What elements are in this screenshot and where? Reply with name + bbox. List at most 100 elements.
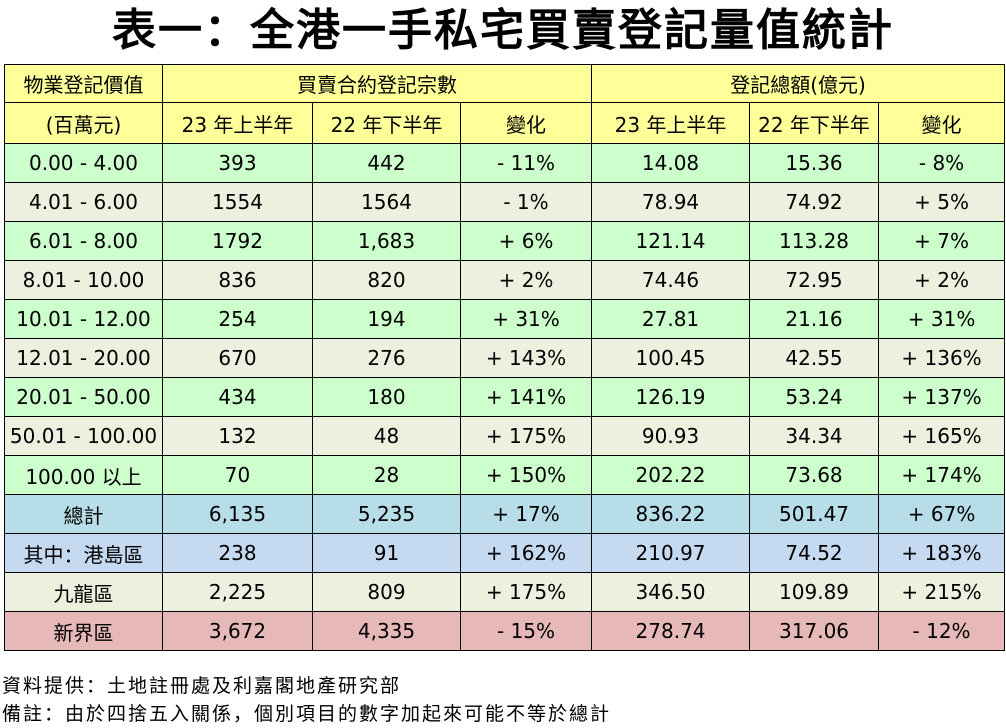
- table-row: 0.00 - 4.00 393 442 - 11% 14.08 15.36 - …: [5, 144, 1005, 183]
- hk-island-label: 其中：港島區: [5, 534, 163, 573]
- table-cell: 73.68: [750, 456, 879, 495]
- table-row: 20.01 - 50.00 434 180 + 141% 126.19 53.2…: [5, 378, 1005, 417]
- table-cell: + 5%: [879, 183, 1005, 222]
- table-cell: 90.93: [592, 417, 750, 456]
- new-territories-label: 新界區: [5, 612, 163, 651]
- table-cell: + 31%: [879, 300, 1005, 339]
- table-cell: 28: [313, 456, 461, 495]
- table-cell: - 12%: [879, 612, 1005, 651]
- total-label: 總計: [5, 495, 163, 534]
- table-cell: 70: [163, 456, 313, 495]
- table-cell: 442: [313, 144, 461, 183]
- table-cell: + 162%: [461, 534, 592, 573]
- table-cell: 1,683: [313, 222, 461, 261]
- col1-header-line2: (百萬元): [5, 103, 163, 144]
- table-cell: 126.19: [592, 378, 750, 417]
- table-cell: 809: [313, 573, 461, 612]
- table-cell: + 174%: [879, 456, 1005, 495]
- table-row: 4.01 - 6.00 1554 1564 - 1% 78.94 74.92 +…: [5, 183, 1005, 222]
- header-row-1: 物業登記價值 買賣合約登記宗數 登記總額(億元): [5, 65, 1005, 103]
- table-cell: 6,135: [163, 495, 313, 534]
- range-cell: 0.00 - 4.00: [5, 144, 163, 183]
- table-cell: 202.22: [592, 456, 750, 495]
- sub-header: 變化: [879, 103, 1005, 144]
- table-row: 10.01 - 12.00 254 194 + 31% 27.81 21.16 …: [5, 300, 1005, 339]
- table-row: 100.00 以上 70 28 + 150% 202.22 73.68 + 17…: [5, 456, 1005, 495]
- table-cell: + 165%: [879, 417, 1005, 456]
- table-cell: 3,672: [163, 612, 313, 651]
- table-cell: + 175%: [461, 417, 592, 456]
- table-cell: 4,335: [313, 612, 461, 651]
- table-cell: 53.24: [750, 378, 879, 417]
- table-cell: + 2%: [461, 261, 592, 300]
- table-cell: 15.36: [750, 144, 879, 183]
- table-cell: + 67%: [879, 495, 1005, 534]
- sub-header: 22 年下半年: [313, 103, 461, 144]
- new-territories-row: 新界區 3,672 4,335 - 15% 278.74 317.06 - 12…: [5, 612, 1005, 651]
- table-cell: 48: [313, 417, 461, 456]
- table-cell: 434: [163, 378, 313, 417]
- table-cell: 820: [313, 261, 461, 300]
- transactions-group-header: 買賣合約登記宗數: [163, 65, 592, 103]
- table-cell: 210.97: [592, 534, 750, 573]
- table-cell: 72.95: [750, 261, 879, 300]
- table-cell: 132: [163, 417, 313, 456]
- table-cell: 1564: [313, 183, 461, 222]
- table-cell: 670: [163, 339, 313, 378]
- table-row: 50.01 - 100.00 132 48 + 175% 90.93 34.34…: [5, 417, 1005, 456]
- hk-island-row: 其中：港島區 238 91 + 162% 210.97 74.52 + 183%: [5, 534, 1005, 573]
- table-cell: + 150%: [461, 456, 592, 495]
- table-cell: 5,235: [313, 495, 461, 534]
- table-cell: 100.45: [592, 339, 750, 378]
- table-cell: + 183%: [879, 534, 1005, 573]
- page-title: 表一：全港一手私宅買賣登記量值統計: [0, 0, 1006, 62]
- table-cell: - 11%: [461, 144, 592, 183]
- table-cell: 317.06: [750, 612, 879, 651]
- table-cell: 74.46: [592, 261, 750, 300]
- table-cell: 194: [313, 300, 461, 339]
- table-cell: 1792: [163, 222, 313, 261]
- table-cell: + 175%: [461, 573, 592, 612]
- amount-group-header: 登記總額(億元): [592, 65, 1005, 103]
- table-cell: + 136%: [879, 339, 1005, 378]
- col1-header-line1: 物業登記價值: [5, 65, 163, 103]
- table-cell: 1554: [163, 183, 313, 222]
- sub-header: 23 年上半年: [592, 103, 750, 144]
- table-cell: + 17%: [461, 495, 592, 534]
- table-cell: 34.34: [750, 417, 879, 456]
- table-cell: 42.55: [750, 339, 879, 378]
- table-cell: 278.74: [592, 612, 750, 651]
- source-note: 資料提供：土地註冊處及利嘉閣地產研究部: [2, 671, 401, 698]
- kowloon-label: 九龍區: [5, 573, 163, 612]
- table-cell: 836: [163, 261, 313, 300]
- table-cell: 2,225: [163, 573, 313, 612]
- table-cell: 74.92: [750, 183, 879, 222]
- range-cell: 100.00 以上: [5, 456, 163, 495]
- table-cell: 180: [313, 378, 461, 417]
- table-cell: - 15%: [461, 612, 592, 651]
- table-cell: 109.89: [750, 573, 879, 612]
- table-cell: 78.94: [592, 183, 750, 222]
- sub-header: 變化: [461, 103, 592, 144]
- statistics-table: 物業登記價值 買賣合約登記宗數 登記總額(億元) (百萬元) 23 年上半年 2…: [4, 64, 1005, 651]
- range-cell: 6.01 - 8.00: [5, 222, 163, 261]
- table-cell: 254: [163, 300, 313, 339]
- table-cell: 14.08: [592, 144, 750, 183]
- table-cell: 121.14: [592, 222, 750, 261]
- table-cell: + 143%: [461, 339, 592, 378]
- table-cell: + 31%: [461, 300, 592, 339]
- table-cell: + 6%: [461, 222, 592, 261]
- sub-header: 22 年下半年: [750, 103, 879, 144]
- table-cell: 27.81: [592, 300, 750, 339]
- table-cell: 276: [313, 339, 461, 378]
- range-cell: 8.01 - 10.00: [5, 261, 163, 300]
- table-cell: 238: [163, 534, 313, 573]
- table-cell: + 141%: [461, 378, 592, 417]
- table-cell: 91: [313, 534, 461, 573]
- table-cell: 74.52: [750, 534, 879, 573]
- range-cell: 4.01 - 6.00: [5, 183, 163, 222]
- table-row: 6.01 - 8.00 1792 1,683 + 6% 121.14 113.2…: [5, 222, 1005, 261]
- table-cell: + 215%: [879, 573, 1005, 612]
- range-cell: 12.01 - 20.00: [5, 339, 163, 378]
- table-cell: + 7%: [879, 222, 1005, 261]
